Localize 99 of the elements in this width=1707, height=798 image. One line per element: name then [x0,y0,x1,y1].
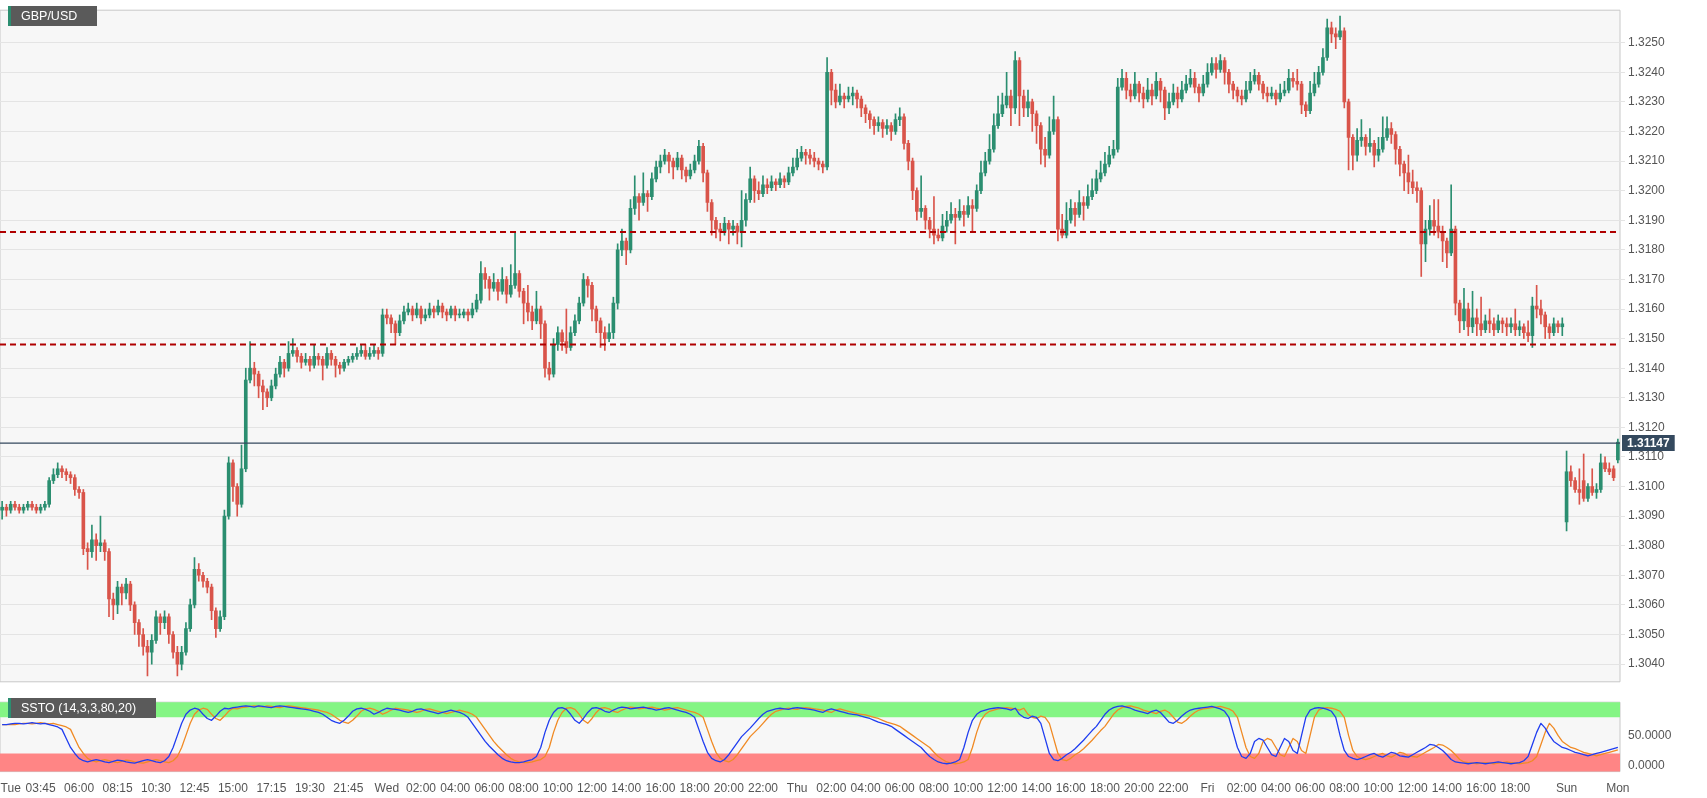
y-tick-label: 1.3110 [1628,449,1665,464]
x-tick-label: 16:00 [645,781,676,796]
x-tick-label: Wed [374,781,400,796]
x-tick-label: 10:00 [542,781,574,796]
candlestick [1526,320,1530,342]
x-tick-label: 22:00 [1158,781,1189,796]
candlestick [1560,317,1565,336]
x-tick-label: 02:00 [1226,781,1258,796]
x-tick-label: 06:00 [1295,781,1326,796]
x-tick-label: 15:00 [217,781,249,796]
x-tick-label: 06:00 [884,781,916,796]
x-tick-label: 12:00 [987,781,1018,796]
y-tick-label: 50.0000 [1628,727,1672,742]
y-tick-label: 1.3190 [1628,212,1666,227]
x-tick-label: 12:45 [179,781,210,796]
x-tick-label: 14:00 [611,781,642,796]
candlestick [726,219,731,245]
y-tick-label: 1.3100 [1628,478,1666,493]
x-tick-label: Tue [0,781,22,796]
x-tick-label: 18:00 [1500,781,1531,796]
x-tick-label: 21:45 [333,781,364,796]
candlestick [637,193,641,221]
candlestick [885,119,889,135]
y-tick-label: 1.3170 [1628,271,1666,286]
ref-line-label: 1.31147 [1627,436,1671,451]
candlestick [1432,199,1436,236]
y-tick-label: 1.3230 [1628,94,1666,109]
x-tick-label: 08:00 [508,781,539,796]
x-tick-label: 04:00 [850,781,881,796]
candlestick [1338,15,1342,41]
candlestick [812,151,817,168]
x-tick-label: Fri [1200,781,1215,796]
x-tick-label: 08:15 [102,781,133,796]
y-tick-label: 1.3200 [1628,182,1666,197]
x-tick-label: 19:30 [294,781,326,796]
y-tick-label: 1.3060 [1628,597,1666,612]
y-tick-label: 1.3130 [1628,390,1666,405]
candlestick [756,181,761,200]
candlestick [1239,89,1244,106]
candlestick [842,92,847,109]
y-tick-label: 0.0000 [1628,757,1666,772]
x-tick-label: 17:15 [256,781,287,796]
x-tick-label: 14:00 [1021,781,1052,796]
x-tick-label: 03:45 [25,781,56,796]
y-tick-label: 1.3080 [1628,538,1666,553]
x-tick-label: 02:00 [406,781,437,796]
candlestick [1479,296,1483,336]
candlestick [962,205,966,227]
candlestick [1368,128,1372,153]
x-tick-label: 20:00 [713,781,745,796]
x-tick-label: 16:00 [1055,781,1087,796]
chart-title: GBP/USD [8,6,98,26]
candlestick [850,86,855,106]
chart-title: SSTO (14,3,3,80,20) [8,698,157,718]
x-tick-label: 04:00 [440,781,471,796]
x-tick-label: 06:00 [474,781,505,796]
y-tick-label: 1.3120 [1628,419,1666,434]
candlestick [252,361,257,387]
y-tick-label: 1.3070 [1628,567,1666,582]
x-tick-label: Mon [1606,781,1630,796]
candlestick [1295,69,1300,91]
x-tick-label: 10:00 [1363,781,1394,796]
candlestick [261,379,265,410]
x-tick-label: 18:00 [679,781,710,796]
y-tick-label: 1.3250 [1628,35,1666,50]
y-tick-label: 1.3090 [1628,508,1666,523]
x-tick-label: 12:00 [576,781,608,796]
x-tick-label: Thu [786,781,808,796]
x-tick-label: 10:00 [953,781,984,796]
y-tick-label: 1.3040 [1628,656,1666,671]
x-tick-label: 18:00 [1089,781,1121,796]
x-tick-label: 10:30 [141,781,172,796]
candlestick [1590,468,1595,496]
candlestick [1504,317,1509,336]
candlestick [0,501,4,520]
candlestick [1026,89,1030,118]
x-tick-label: 20:00 [1124,781,1155,796]
x-tick-label: 16:00 [1466,781,1497,796]
x-tick-label: Sun [1555,781,1578,796]
y-tick-label: 1.3140 [1628,360,1666,375]
y-tick-label: 1.3240 [1628,64,1666,79]
candlestick [1333,27,1338,49]
x-tick-label: 14:00 [1431,781,1463,796]
candlestick [1073,202,1077,227]
x-tick-label: 08:00 [918,781,950,796]
x-tick-label: 02:00 [816,781,847,796]
y-tick-label: 1.3180 [1628,242,1666,257]
y-tick-label: 1.3210 [1628,153,1666,168]
x-tick-label: 04:00 [1260,781,1292,796]
x-tick-label: 22:00 [747,781,779,796]
y-tick-label: 1.3150 [1628,330,1666,345]
x-tick-label: 06:00 [64,781,95,796]
candlestick [808,148,812,165]
y-tick-label: 1.3160 [1628,301,1666,316]
x-tick-label: 12:00 [1397,781,1429,796]
y-tick-label: 1.3050 [1628,626,1666,641]
candlestick [919,175,923,218]
y-tick-label: 1.3220 [1628,123,1666,138]
x-tick-label: 08:00 [1329,781,1360,796]
